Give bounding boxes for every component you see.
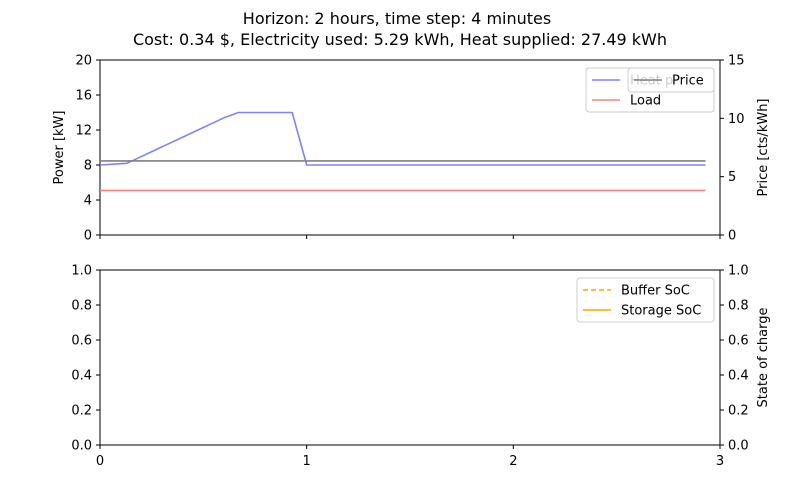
- y-right-tick-label: 10: [728, 112, 745, 127]
- legend-box: [627, 67, 715, 93]
- plot-frame: [99, 269, 721, 446]
- y-tick-label: 0.2: [71, 404, 92, 419]
- y-tick-label: 16: [75, 89, 92, 104]
- y-tick-label: 0.0: [71, 439, 92, 454]
- y-tick-label: 4: [84, 194, 92, 209]
- legend-label: Price: [672, 74, 704, 89]
- legend-label: Load: [630, 94, 661, 109]
- x-tick-label: 2: [509, 454, 517, 469]
- y-tick-label: 0.8: [71, 299, 92, 314]
- y-right-tick-label: 1.0: [728, 264, 749, 279]
- y-tick-label: 0.4: [71, 369, 92, 384]
- y-right-tick-label: 0.2: [728, 404, 749, 419]
- legend-state-of-charge: Buffer SoC Storage SoC: [576, 277, 715, 323]
- series-line-heat-p: [99, 111, 706, 166]
- y-right-tick-label: 0.4: [728, 369, 749, 384]
- legend-label: Buffer SoC: [621, 284, 690, 299]
- y-tick-label: 0.6: [71, 334, 92, 349]
- legend-label: Storage SoC: [621, 304, 701, 319]
- y-right-axis-label: State of charge: [756, 308, 771, 408]
- x-tick-label: 1: [303, 454, 311, 469]
- plot-frame: [99, 59, 721, 236]
- legend-right-axis: Price: [627, 67, 715, 93]
- y-right-tick-label: 0.8: [728, 299, 749, 314]
- state-of-charge-panel: 0 1 2 3 0.0 0.2 0.4 0.6 0.8 1.0 0.0 0.2 0.4 0.6 0.8 1.0…: [71, 264, 771, 470]
- y-tick-label: 0: [84, 229, 92, 244]
- power-price-panel: 0 4 8 12 16 20 0 5 10 15 Power [kW] Price [cts/kWh]…: [52, 54, 771, 244]
- x-tick-label: 3: [716, 454, 724, 469]
- y-tick-label: 20: [75, 54, 92, 69]
- legend-box: [576, 277, 715, 323]
- y-tick-label: 8: [84, 159, 92, 174]
- y-tick-label: 1.0: [71, 264, 92, 279]
- y-right-tick-label: 15: [728, 54, 745, 69]
- chart-title-line-2: Cost: 0.34 $, Electricity used: 5.29 kWh…: [133, 30, 667, 49]
- y-axis-label: Power [kW]: [52, 111, 67, 185]
- y-right-tick-label: 0.0: [728, 439, 749, 454]
- y-right-tick-label: 0.6: [728, 334, 749, 349]
- y-right-tick-label: 5: [728, 170, 736, 185]
- y-tick-label: 12: [75, 124, 92, 139]
- y-right-tick-label: 0: [728, 229, 736, 244]
- chart-title-line-1: Horizon: 2 hours, time step: 4 minutes: [243, 9, 551, 28]
- x-tick-label: 0: [96, 454, 104, 469]
- y-right-axis-label: Price [cts/kWh]: [756, 98, 771, 196]
